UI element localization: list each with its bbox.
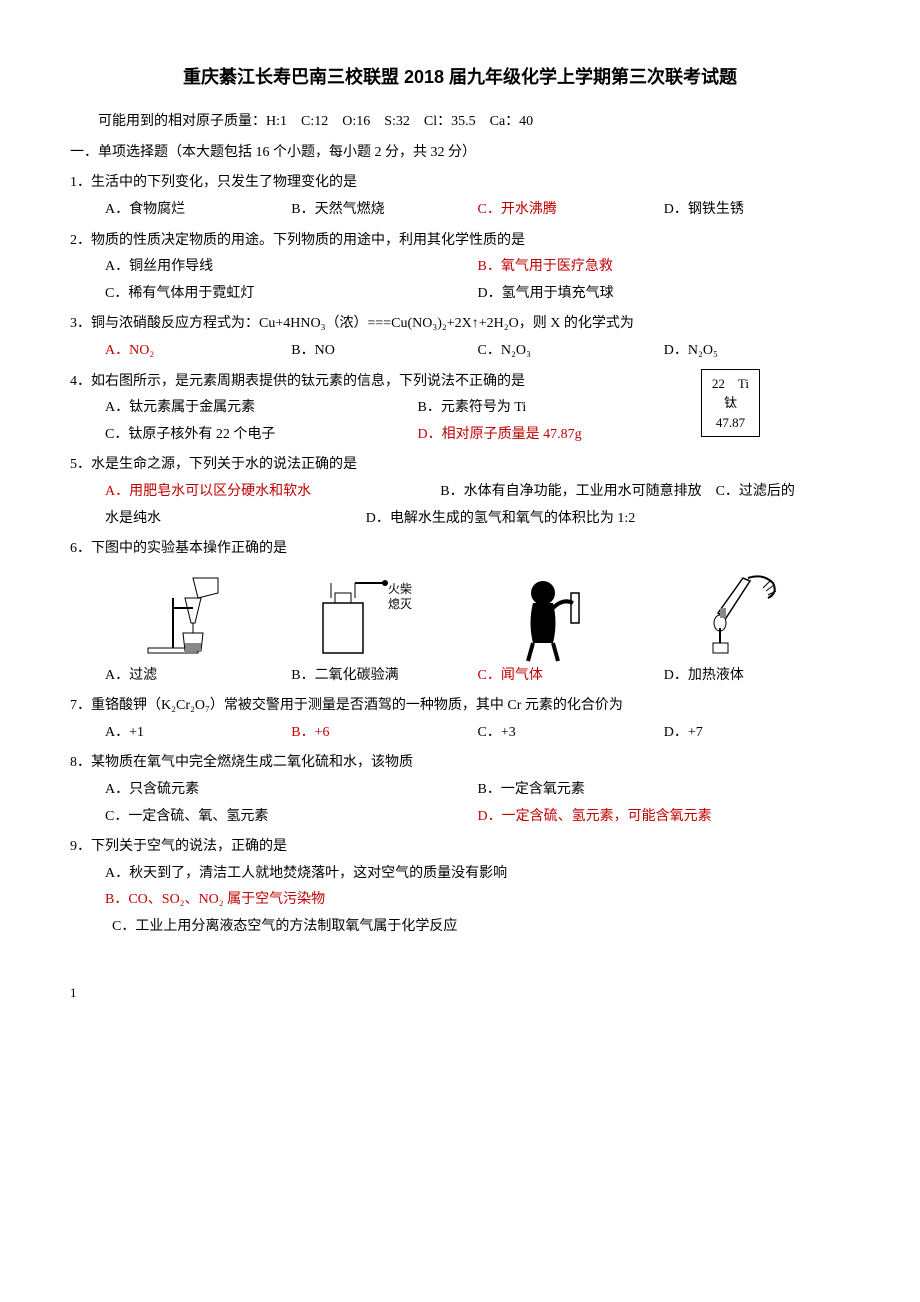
q6-label-b2: 熄灭 [388, 597, 412, 611]
element-box-mid: 钛 [712, 393, 749, 413]
q1-opt-c: C．开水沸腾 [478, 197, 664, 224]
q4-opt-b: B．元素符号为 Ti [418, 395, 731, 422]
q9-options: A．秋天到了，清洁工人就地焚烧落叶，这对空气的质量没有影响 B．CO、SO₂、N… [70, 861, 850, 941]
q9-stem: 9．下列关于空气的说法，正确的是 [70, 834, 850, 861]
q2-opt-d: D．氢气用于填充气球 [478, 281, 851, 308]
q8-stem: 8．某物质在氧气中完全燃烧生成二氧化硫和水，该物质 [70, 750, 850, 777]
q4-opt-d: D．相对原子质量是 47.87g [418, 422, 731, 449]
q6-label-b1: 火柴 [388, 582, 412, 596]
q6-img-c [467, 573, 637, 663]
q8-opt-c: C．一定含硫、氧、氢元素 [105, 804, 478, 831]
q9-opt-a: A．秋天到了，清洁工人就地焚烧落叶，这对空气的质量没有影响 [105, 861, 850, 888]
q6-captions: A．过滤 B．二氧化碳验满 C．闻气体 D．加热液体 [70, 663, 850, 690]
q8-options: A．只含硫元素 B．一定含氧元素 C．一定含硫、氧、氢元素 D．一定含硫、氢元素… [70, 777, 850, 830]
q2-stem: 2．物质的性质决定物质的用途。下列物质的用途中，利用其化学性质的是 [70, 228, 850, 255]
q8-opt-b: B．一定含氧元素 [478, 777, 851, 804]
q6-opt-d: D．加热液体 [664, 663, 850, 690]
q6-img-a [97, 573, 267, 663]
q3-stem: 3．铜与浓硝酸反应方程式为：Cu+4HNO₃（浓）===Cu(NO₃)₂+2X↑… [70, 311, 850, 338]
q2-opt-a: A．铜丝用作导线 [105, 254, 478, 281]
q3-opt-c: C．N₂O₃ [478, 338, 664, 365]
q2-options: A．铜丝用作导线 B．氧气用于医疗急救 C．稀有气体用于霓虹灯 D．氢气用于填充… [70, 254, 850, 307]
q3-opt-d: D．N₂O₅ [664, 338, 850, 365]
q7-opt-d: D．+7 [664, 720, 850, 747]
q8-opt-a: A．只含硫元素 [105, 777, 478, 804]
q2-opt-b: B．氧气用于医疗急救 [478, 254, 851, 281]
q1-opt-b: B．天然气燃烧 [291, 197, 477, 224]
element-box-top: 22 Ti [712, 374, 749, 394]
q9-opt-b: B．CO、SO₂、NO₂ 属于空气污染物 [105, 887, 850, 914]
q7-opt-c: C．+3 [478, 720, 664, 747]
q5-line2-right: D．电解水生成的氢气和氧气的体积比为 1:2 [366, 506, 850, 533]
q7-opt-a: A．+1 [105, 720, 291, 747]
q3-opt-a: A．NO₂ [105, 338, 291, 365]
exam-title: 重庆綦江长寿巴南三校联盟 2018 届九年级化学上学期第三次联考试题 [70, 60, 850, 94]
element-box: 22 Ti 钛 47.87 [701, 369, 760, 438]
section-1-header: 一．单项选择题（本大题包括 16 个小题，每小题 2 分，共 32 分） [70, 140, 850, 167]
element-box-bot: 47.87 [712, 413, 749, 433]
q5-line2-left: 水是纯水 [105, 506, 366, 533]
q6-stem: 6．下图中的实验基本操作正确的是 [70, 536, 850, 563]
q5-opt-b-tail: B．水体有自净功能，工业用水可随意排放 C．过滤后的 [440, 479, 850, 506]
q6-opt-a: A．过滤 [105, 663, 291, 690]
q6-opt-b: B．二氧化碳验满 [291, 663, 477, 690]
q7-stem: 7．重铬酸钾（K₂Cr₂O₇）常被交警用于测量是否酒驾的一种物质，其中 Cr 元… [70, 693, 850, 720]
q9-opt-c: C．工业上用分离液态空气的方法制取氧气属于化学反应 [105, 914, 857, 941]
q1-options: A．食物腐烂 B．天然气燃烧 C．开水沸腾 D．钢铁生锈 [70, 197, 850, 224]
q7-opt-b: B．+6 [291, 720, 477, 747]
page-number: 1 [70, 981, 850, 1006]
q6-img-d [652, 573, 822, 663]
q4-opt-c: C．钛原子核外有 22 个电子 [105, 422, 418, 449]
q1-opt-a: A．食物腐烂 [105, 197, 291, 224]
q6-images: 火柴 熄灭 [70, 563, 850, 663]
q5-opt-a: A．用肥皂水可以区分硬水和软水 [105, 479, 440, 506]
atomic-mass-info: 可能用到的相对原子质量：H:1 C:12 O:16 S:32 Cl：35.5 C… [70, 109, 850, 136]
q5-stem: 5．水是生命之源，下列关于水的说法正确的是 [70, 452, 850, 479]
q1-stem: 1．生活中的下列变化，只发生了物理变化的是 [70, 170, 850, 197]
q2-opt-c: C．稀有气体用于霓虹灯 [105, 281, 478, 308]
q6-img-b: 火柴 熄灭 [282, 573, 452, 663]
q7-options: A．+1 B．+6 C．+3 D．+7 [70, 720, 850, 747]
q6-opt-c: C．闻气体 [478, 663, 664, 690]
q8-opt-d: D．一定含硫、氢元素，可能含氧元素 [478, 804, 851, 831]
q1-opt-d: D．钢铁生锈 [664, 197, 850, 224]
q5-options: A．用肥皂水可以区分硬水和软水 B．水体有自净功能，工业用水可随意排放 C．过滤… [70, 479, 850, 532]
q3-options: A．NO₂ B．NO C．N₂O₃ D．N₂O₅ [70, 338, 850, 365]
q4-opt-a: A．钛元素属于金属元素 [105, 395, 418, 422]
q3-opt-b: B．NO [291, 338, 477, 365]
